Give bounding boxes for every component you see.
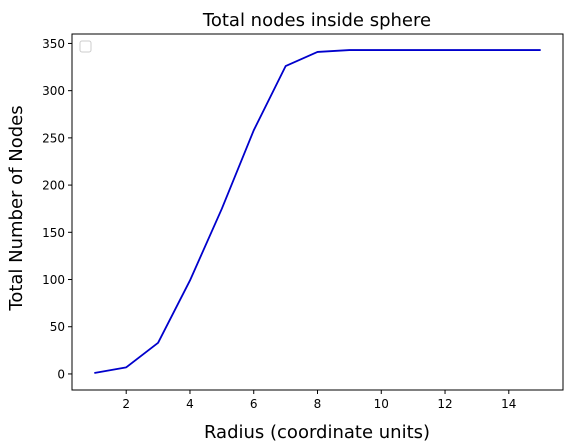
series-line-0	[94, 49, 541, 374]
y-axis-label: Total Number of Nodes	[6, 105, 27, 311]
y-tick-label: 0	[57, 367, 65, 381]
x-tick-label: 4	[186, 397, 194, 411]
y-tick-label: 150	[42, 226, 65, 240]
plot-area	[71, 33, 564, 391]
chart-title: Total nodes inside sphere	[202, 10, 431, 31]
x-tick-label: 2	[122, 397, 130, 411]
legend-box	[79, 40, 92, 53]
y-axis-ticks: 0 50 100 150 200 250 300 350	[42, 37, 72, 381]
x-tick-label: 8	[314, 397, 322, 411]
x-axis-ticks: 2 4 6 8 10 12 14	[122, 390, 516, 411]
y-tick-label: 50	[50, 320, 65, 334]
x-tick-label: 10	[374, 397, 389, 411]
y-tick-label: 350	[42, 37, 65, 51]
x-tick-label: 12	[437, 397, 452, 411]
x-axis-label: Radius (coordinate units)	[204, 422, 430, 443]
y-tick-label: 300	[42, 84, 65, 98]
y-tick-label: 100	[42, 273, 65, 287]
axes-frame	[71, 33, 564, 391]
x-tick-label: 14	[501, 397, 516, 411]
x-tick-label: 6	[250, 397, 258, 411]
y-tick-label: 200	[42, 179, 65, 193]
y-tick-label: 250	[42, 131, 65, 145]
